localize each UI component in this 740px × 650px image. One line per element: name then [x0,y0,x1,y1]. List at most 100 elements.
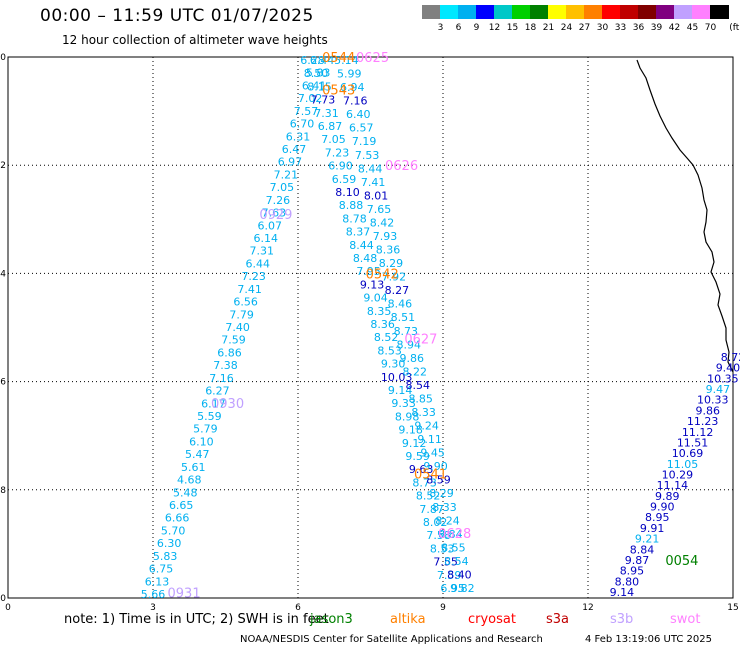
color-swatch [566,5,585,19]
wave-height-value: 8.94 [397,338,422,351]
wave-height-value: 5.48 [173,486,198,499]
wave-height-value: 6.97 [278,156,303,169]
wave-height-value: 8.40 [447,568,472,581]
wave-height-value: 7.41 [361,176,386,189]
satellite-legend-item: s3b [610,612,634,627]
wave-height-value: 9.18 [398,424,423,437]
wave-height-value: 8.73 [412,476,437,489]
wave-height-value: 5.83 [306,67,331,80]
y-tick-label: -22 [0,161,6,171]
wave-height-value: 8.29 [429,487,454,500]
wave-height-value: 8.10 [335,186,360,199]
wave-height-value: 11.05 [667,458,699,471]
wave-height-value: 9.04 [363,292,388,305]
wave-height-value: 8.44 [349,239,374,252]
pass-time-label: 0544 [322,51,355,66]
wave-height-value: 7.16 [343,95,368,108]
color-scale-label: 18 [524,23,537,33]
color-swatch [440,5,459,19]
wave-height-value: 8.37 [346,226,371,239]
wave-height-value: 9.82 [450,582,475,595]
wave-height-map: 6.445.836.417.027.576.706.316.476.977.21… [0,51,740,610]
wave-height-value: 5.83 [153,550,178,563]
wave-height-value: 9.63 [409,463,434,476]
wave-height-value: 8.24 [435,514,460,527]
wave-height-value: 7.41 [237,283,262,296]
wave-height-value: 9.87 [625,554,650,567]
y-tick-label: -20 [0,53,6,63]
wave-height-value: 6.14 [254,232,279,245]
wave-height-value: 6.75 [149,563,174,576]
y-tick-label: -30 [0,594,6,604]
wave-height-value: 7.38 [213,359,238,372]
y-tick-label: -28 [0,486,6,496]
wave-height-value: 8.36 [376,244,401,257]
color-scale-label: 33 [614,23,627,33]
color-scale-label: 24 [560,23,573,33]
color-scale-label: 3 [437,23,444,33]
wave-height-value: 8.55 [441,541,466,554]
color-swatch [548,5,567,19]
wave-height-value: 8.84 [630,543,655,556]
color-swatch [422,5,441,19]
wave-height-value: 7.92 [382,271,407,284]
wave-height-value: 6.47 [282,143,307,156]
coastline [636,59,734,373]
x-tick-label: 15 [727,603,738,610]
pass-time-label: 0625 [356,51,389,66]
wave-height-value: 7.23 [325,146,350,159]
wave-height-value: 8.35 [367,305,392,318]
color-scale-label: 6 [455,23,462,33]
wave-height-value: 7.23 [241,270,266,283]
wave-height-value: 6.59 [332,173,357,186]
wave-height-value: 5.79 [193,423,218,436]
color-swatch [656,5,675,19]
wave-height-value: 9.86 [695,404,720,417]
pass-time-label: 0543 [322,83,355,98]
generated-timestamp: 4 Feb 13:19:06 UTC 2025 [585,634,712,645]
wave-height-value: 6.66 [165,512,190,525]
color-scale-label: 70 [704,23,717,33]
pass-time-label: 0054 [665,554,698,569]
wave-height-value: 7.05 [321,133,346,146]
wave-height-value: 8.27 [385,284,410,297]
wave-height-value: 9.12 [402,437,427,450]
color-swatch [584,5,603,19]
wave-height-value: 6.30 [157,537,182,550]
color-swatch [512,5,531,19]
wave-height-value: 9.21 [635,533,660,546]
color-scale-label: 30 [596,23,609,33]
wave-height-value: 8.78 [342,212,367,225]
wave-height-value: 6.57 [349,122,374,135]
wave-height-value: 7.31 [250,245,275,258]
wave-height-value: 11.51 [677,436,709,449]
wave-height-value: 7.19 [352,135,377,148]
color-scale-label: 42 [668,23,681,33]
wave-height-value: 8.72 [721,351,740,364]
wave-height-value: 8.98 [395,410,420,423]
wave-height-value: 8.73 [394,325,419,338]
wave-height-value: 7.21 [274,168,299,181]
credit-text: NOAA/NESDIS Center for Satellite Applica… [240,634,543,645]
wave-height-value: 8.01 [364,189,389,202]
color-swatch [494,5,513,19]
wave-height-value: 7.79 [229,308,254,321]
wave-height-value: 6.44 [310,54,335,67]
wave-height-value: 8.33 [411,406,436,419]
wave-height-value: 9.86 [400,352,425,365]
y-tick-label: -24 [0,269,6,279]
color-scale-label: 36 [632,23,645,33]
satellite-legend-item: s3a [546,612,570,627]
pass-time-label: 0541 [414,468,447,483]
wave-height-value: 8.53 [430,542,455,555]
color-swatch [674,5,693,19]
wave-height-value: 9.33 [391,397,416,410]
wave-height-value: 6.94 [340,81,365,94]
wave-height-value: 5.99 [337,68,362,81]
wave-height-value: 6.44 [245,257,270,270]
wave-height-value: 8.52 [416,490,441,503]
wave-height-value: 9.40 [716,362,740,375]
wave-height-value: 8.29 [379,257,404,270]
wave-height-value: 10.69 [672,447,704,460]
wave-height-value: 8.02 [423,516,448,529]
